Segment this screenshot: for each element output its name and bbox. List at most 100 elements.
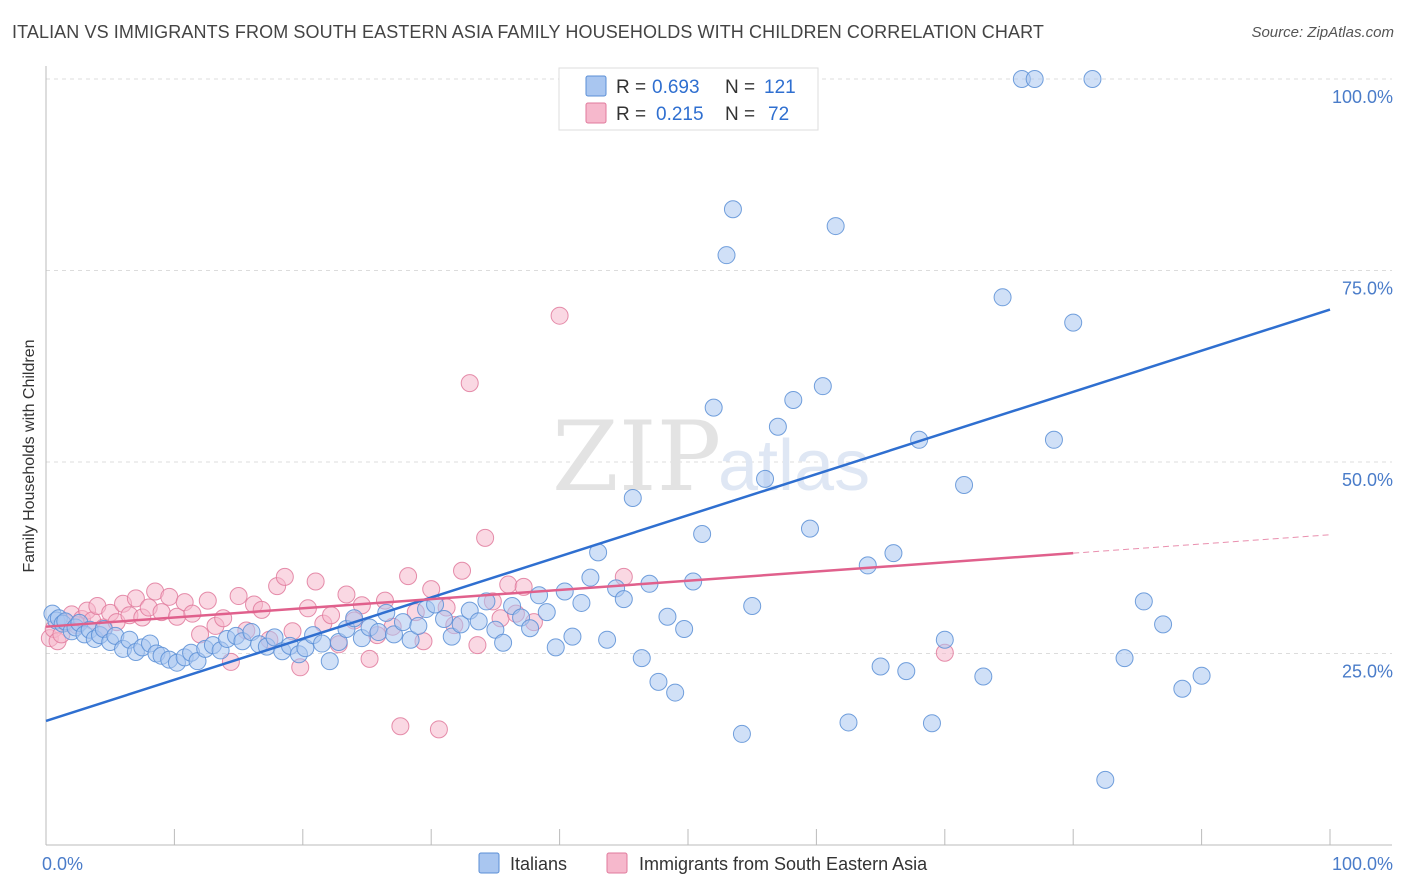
italians-point (546, 638, 565, 657)
italians-point (658, 607, 677, 626)
immigrants-point (229, 587, 248, 606)
italians-point (800, 519, 819, 538)
legend-n-value-1: 121 (764, 77, 796, 98)
italians-point (974, 667, 993, 686)
immigrants-point (460, 374, 479, 393)
italians-point (675, 619, 694, 638)
italians-point (451, 615, 470, 634)
italians-point (393, 613, 412, 632)
italians-point (1083, 70, 1102, 88)
italians-point (563, 627, 582, 646)
watermark-atlas: atlas (718, 426, 870, 506)
legend-n-label-2: N = (725, 104, 755, 125)
italians-point (839, 713, 858, 732)
italians-point (265, 628, 284, 647)
italians-point (784, 390, 803, 409)
immigrants-point (214, 609, 233, 628)
chart-title: ITALIAN VS IMMIGRANTS FROM SOUTH EASTERN… (12, 22, 1044, 42)
italians-point (743, 597, 762, 616)
italians-point (922, 714, 941, 733)
italians-point (1025, 70, 1044, 88)
italians-point (1044, 430, 1063, 449)
tick-labels: 25.0% 50.0% 75.0% 100.0% 0.0% 100.0% (42, 87, 1393, 874)
italians-trend-line (45, 308, 1331, 723)
immigrants-point (275, 567, 294, 586)
italians-point (409, 616, 428, 635)
immigrants-point (360, 649, 379, 668)
italians-point (494, 633, 513, 652)
italians-point (442, 627, 461, 646)
immigrants-point (337, 585, 356, 604)
trend-lines (45, 308, 1331, 723)
italians-point (732, 724, 751, 743)
italians-point (384, 625, 403, 644)
italians-point (993, 288, 1012, 307)
italians-point (320, 652, 339, 671)
immigrants-point (160, 587, 179, 606)
grid-lines (46, 78, 1392, 654)
bottom-legend: Italians Immigrants from South Eastern A… (478, 852, 928, 874)
bottom-legend-immigrants: Immigrants from South Eastern Asia (639, 854, 928, 874)
immigrants-point (198, 591, 217, 610)
immigrants-point (126, 589, 145, 608)
source-label: Source: ZipAtlas.com (1251, 24, 1394, 41)
italians-point (521, 619, 540, 638)
italians-point (581, 568, 600, 587)
italians-point (858, 556, 877, 575)
italians-point (614, 590, 633, 609)
immigrants-point (476, 528, 495, 547)
italians-point (1115, 649, 1134, 668)
italians-point (955, 475, 974, 494)
legend-box: R = 0.693 N = 121 R = 0.215 N = 72 (558, 67, 819, 131)
italians-point (693, 525, 712, 544)
italians-point (871, 657, 890, 676)
italians-point (935, 630, 954, 649)
y-tick-label: 100.0% (1332, 87, 1393, 107)
legend-r-value-2: 0.215 (656, 104, 704, 125)
immigrants-point (468, 636, 487, 655)
italians-point (1096, 770, 1115, 789)
y-tick-label: 75.0% (1342, 279, 1393, 299)
legend-n-value-2: 72 (768, 104, 789, 125)
y-tick-label: 50.0% (1342, 470, 1393, 490)
italians-point (826, 217, 845, 236)
legend-swatch-blue (585, 75, 607, 97)
italians-point (910, 430, 929, 449)
italians-point (369, 623, 388, 642)
italians-point (1192, 666, 1211, 685)
italians-point (632, 649, 651, 668)
italians-point (401, 630, 420, 649)
legend-n-label-1: N = (725, 77, 755, 98)
immigrants-trend-line-extension (1073, 534, 1331, 554)
italians-point (704, 398, 723, 417)
immigrants-point (453, 561, 472, 580)
italians-points (43, 70, 1211, 789)
legend-r-label-2: R = (616, 104, 646, 125)
italians-point (477, 592, 496, 611)
watermark: ZIP atlas (552, 401, 870, 513)
italians-point (1154, 615, 1173, 634)
italians-point (313, 634, 332, 653)
italians-point (555, 582, 574, 601)
bottom-legend-swatch-immigrants (606, 852, 628, 874)
data-points (40, 70, 1211, 789)
italians-point (1134, 592, 1153, 611)
italians-point (768, 417, 787, 436)
immigrants-point (183, 604, 202, 623)
italians-point (435, 610, 454, 629)
y-axis-label: Family Households with Children (21, 340, 38, 573)
bottom-legend-swatch-italians (478, 852, 500, 874)
immigrants-trend-line (45, 551, 1074, 628)
x-tick-label: 0.0% (42, 854, 83, 874)
italians-point (1173, 679, 1192, 698)
immigrants-point (550, 306, 569, 325)
immigrants-point (499, 575, 518, 594)
italians-point (756, 469, 775, 488)
italians-point (623, 489, 642, 508)
y-tick-label: 25.0% (1342, 662, 1393, 682)
italians-point (469, 612, 488, 631)
legend-r-label-1: R = (616, 77, 646, 98)
immigrants-point (399, 567, 418, 586)
axes (45, 66, 1392, 846)
italians-point (897, 662, 916, 681)
